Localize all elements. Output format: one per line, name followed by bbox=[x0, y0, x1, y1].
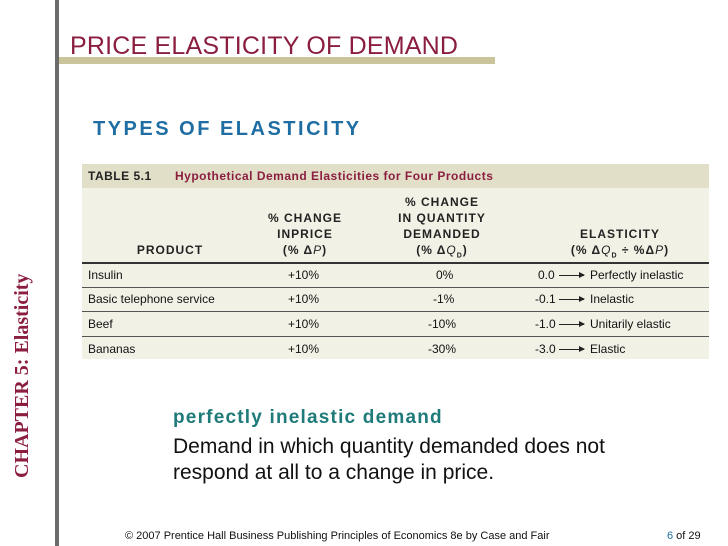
footer-copyright: © 2007 Prentice Hall Business Publishing… bbox=[125, 530, 550, 542]
definition-text: Demand in which quantity demanded does n… bbox=[173, 435, 605, 484]
row-1-quantity: 0% bbox=[436, 268, 454, 282]
row-1-product: Insulin bbox=[88, 268, 123, 282]
header-price-line3: (% ΔP) bbox=[245, 243, 365, 257]
row-4-product: Bananas bbox=[88, 342, 136, 356]
slide-subtitle: TYPES OF ELASTICITY bbox=[93, 118, 362, 140]
row-4-type: Elastic bbox=[590, 342, 626, 356]
delta-symbol: Δ bbox=[645, 243, 656, 257]
row-1-elasticity: 0.0 bbox=[538, 268, 555, 282]
header-price-line2: INPRICE bbox=[277, 227, 333, 241]
row-3-product: Beef bbox=[88, 317, 113, 331]
page-number: 6 bbox=[667, 530, 674, 542]
header-price-post: ) bbox=[322, 243, 328, 257]
arrow-icon bbox=[559, 272, 585, 278]
header-product: PRODUCT bbox=[110, 243, 230, 257]
header-price-change: % CHANGE INPRICE (% ΔP) bbox=[245, 211, 365, 257]
row-4-price: +10% bbox=[288, 342, 320, 356]
elasticity-table bbox=[82, 164, 709, 359]
row-2-elasticity: -0.1 bbox=[535, 292, 556, 306]
definition-term: perfectly inelastic demand bbox=[173, 407, 443, 428]
arrow-icon bbox=[559, 321, 585, 327]
header-qty-sub: D bbox=[456, 252, 463, 260]
delta-symbol: Δ bbox=[591, 243, 602, 257]
header-price-pre: (% bbox=[282, 243, 304, 257]
table-caption: TABLE 5.1 Hypothetical Demand Elasticiti… bbox=[82, 164, 709, 188]
page-total: of 29 bbox=[673, 530, 701, 542]
row-1-price: +10% bbox=[288, 268, 320, 282]
side-rule bbox=[55, 0, 59, 546]
header-elas-q: Q bbox=[601, 243, 612, 257]
header-divider bbox=[82, 262, 709, 264]
header-price-line1: % CHANGE bbox=[267, 211, 342, 225]
header-elas-post: ) bbox=[664, 243, 670, 257]
arrow-icon bbox=[559, 296, 585, 302]
header-elas-sub: D bbox=[611, 252, 618, 260]
row-divider bbox=[82, 336, 709, 337]
header-price-var: P bbox=[313, 243, 323, 257]
row-2-type: Inelastic bbox=[590, 292, 635, 306]
delta-symbol: Δ bbox=[303, 243, 314, 257]
row-2-quantity: -1% bbox=[433, 292, 455, 306]
header-elas-pre: (% bbox=[570, 243, 592, 257]
title-underline bbox=[59, 57, 495, 64]
header-qty-pre: (% bbox=[416, 243, 437, 257]
header-elas-p: P bbox=[655, 243, 665, 257]
row-divider bbox=[82, 287, 709, 288]
header-elasticity: ELASTICITY (% ΔQD ÷ %ΔP) bbox=[545, 227, 695, 263]
header-qty-line4: (% ΔQD) bbox=[372, 243, 512, 263]
arrow-icon bbox=[559, 346, 585, 352]
table-caption-text: Hypothetical Demand Elasticities for Fou… bbox=[175, 169, 494, 183]
row-3-quantity: -10% bbox=[428, 317, 457, 331]
row-4-quantity: -30% bbox=[428, 342, 457, 356]
page-indicator: 6 of 29 bbox=[667, 530, 701, 542]
header-quantity-change: % CHANGE IN QUANTITY DEMANDED (% ΔQD) bbox=[372, 195, 512, 263]
header-qty-line2: IN QUANTITY bbox=[398, 211, 486, 225]
header-qty-line3: DEMANDED bbox=[403, 227, 481, 241]
table-number: TABLE 5.1 bbox=[88, 169, 152, 183]
row-3-elasticity: -1.0 bbox=[535, 317, 556, 331]
header-qty-post: ) bbox=[462, 243, 468, 257]
header-elas-mid: ÷ % bbox=[617, 243, 646, 257]
header-product-label: PRODUCT bbox=[136, 243, 204, 257]
header-elas-line1: ELASTICITY bbox=[579, 227, 660, 241]
row-1-type: Perfectly inelastic bbox=[590, 268, 684, 282]
header-qty-var: Q bbox=[446, 243, 457, 257]
row-2-product: Basic telephone service bbox=[88, 292, 215, 306]
row-4-elasticity: -3.0 bbox=[535, 342, 556, 356]
delta-symbol: Δ bbox=[436, 243, 447, 257]
row-divider bbox=[82, 311, 709, 312]
row-3-price: +10% bbox=[288, 317, 320, 331]
row-3-type: Unitarily elastic bbox=[590, 317, 671, 331]
header-elas-line2: (% ΔQD ÷ %ΔP) bbox=[545, 243, 695, 263]
header-qty-line1: % CHANGE bbox=[404, 195, 479, 209]
slide-title: PRICE ELASTICITY OF DEMAND bbox=[70, 32, 459, 60]
row-2-price: +10% bbox=[288, 292, 320, 306]
chapter-label: CHAPTER 5: Elasticity bbox=[11, 273, 33, 478]
